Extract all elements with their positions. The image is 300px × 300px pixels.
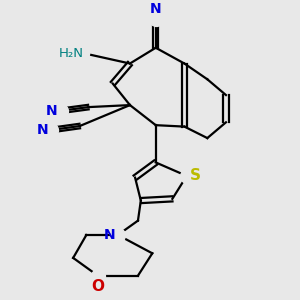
Text: N: N <box>37 123 48 137</box>
Text: S: S <box>190 168 201 183</box>
Text: N: N <box>103 228 115 242</box>
Text: O: O <box>91 278 104 293</box>
Text: H₂N: H₂N <box>59 47 84 60</box>
Text: N: N <box>46 104 58 118</box>
Text: N: N <box>150 2 161 16</box>
